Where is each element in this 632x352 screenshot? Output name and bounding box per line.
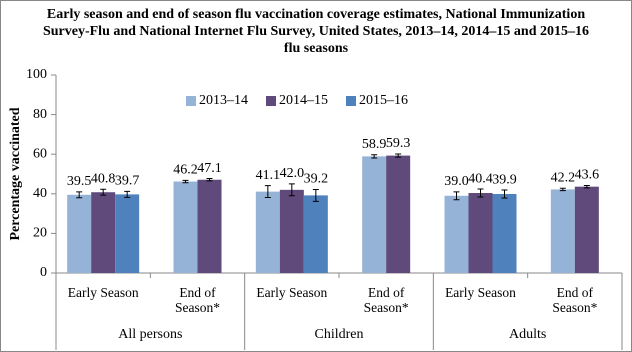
legend-label: 2013–14	[199, 93, 248, 108]
bar	[492, 193, 517, 273]
legend-label: 2014–15	[279, 93, 328, 108]
value-label: 43.6	[575, 168, 600, 183]
error-bar	[288, 183, 295, 197]
error-bar	[559, 187, 566, 192]
value-label: 42.0	[280, 166, 305, 181]
x-tick-label: Early Season	[256, 285, 328, 300]
group-label: All persons	[118, 327, 182, 342]
value-label: 42.2	[551, 170, 576, 185]
error-bar	[206, 178, 213, 182]
error-bar	[371, 154, 378, 159]
error-bar	[395, 153, 402, 158]
bar	[303, 195, 328, 273]
group-label: Adults	[509, 327, 546, 342]
error-bar	[124, 190, 131, 198]
bar	[550, 189, 575, 273]
x-tick-label: End of Season*	[552, 285, 598, 315]
value-label: 39.0	[444, 174, 469, 189]
legend-swatch	[186, 96, 196, 106]
error-bar	[501, 189, 508, 199]
y-tick-label: 40	[33, 186, 47, 201]
x-tick-label: Early Season	[445, 285, 516, 300]
value-label: 58.9	[362, 137, 387, 152]
value-label: 47.1	[197, 161, 222, 176]
error-bar	[312, 188, 319, 202]
x-tick-label: End of Season*	[363, 285, 409, 315]
bar	[279, 189, 304, 273]
legend-swatch	[346, 96, 356, 106]
bar	[468, 193, 493, 273]
value-label: 46.2	[173, 163, 198, 178]
y-tick-label: 0	[40, 265, 47, 280]
bar	[255, 191, 280, 273]
error-bar	[583, 184, 590, 189]
value-label: 41.1	[256, 168, 281, 183]
y-axis-title: Percentage vaccinated	[8, 107, 23, 240]
bar	[386, 155, 411, 273]
error-bar	[264, 185, 271, 199]
bar	[115, 194, 140, 273]
chart-title: Early season and end of season flu vacci…	[42, 7, 590, 56]
y-tick-label: 80	[33, 107, 47, 122]
bar	[444, 195, 469, 273]
bar	[67, 194, 92, 273]
group-label: Children	[315, 327, 364, 342]
value-label: 40.8	[91, 171, 116, 186]
x-tick-label: Early Season	[67, 285, 139, 300]
error-bar	[182, 179, 189, 184]
bar	[197, 179, 222, 273]
error-bar	[453, 191, 460, 201]
bar	[91, 192, 116, 273]
bar	[173, 181, 198, 273]
error-bar	[76, 191, 83, 199]
value-label: 39.9	[492, 172, 517, 187]
value-label: 39.7	[115, 174, 140, 189]
value-label: 40.4	[468, 171, 493, 186]
y-tick-label: 20	[33, 226, 47, 241]
y-tick-label: 60	[33, 146, 47, 161]
y-tick-label: 100	[26, 67, 47, 82]
value-label: 39.2	[304, 172, 329, 187]
x-tick-label: End of Season*	[175, 285, 220, 315]
legend-swatch	[266, 96, 276, 106]
bar	[362, 156, 387, 273]
value-label: 59.3	[386, 136, 411, 151]
value-label: 39.5	[67, 174, 92, 189]
error-bar	[100, 188, 107, 196]
error-bar	[477, 188, 484, 198]
legend-label: 2015–16	[359, 93, 408, 108]
bar	[574, 186, 599, 273]
